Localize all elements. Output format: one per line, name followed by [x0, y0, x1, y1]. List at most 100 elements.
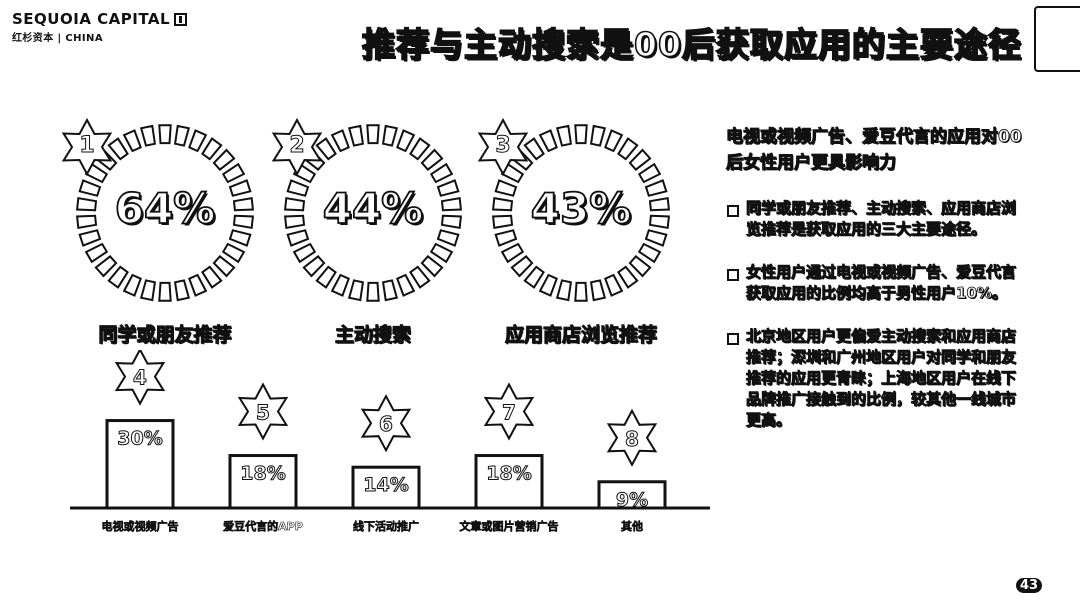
rank-star-icon: [114, 350, 166, 406]
ring-segment: [78, 179, 102, 197]
ring-segment: [75, 214, 98, 229]
ring-segment: [94, 255, 118, 278]
ring-segment: [555, 279, 573, 302]
ring-segment: [628, 255, 652, 278]
ring-segment: [538, 129, 558, 153]
bar: [474, 454, 544, 510]
ring-segment: [221, 162, 246, 184]
ring-segment: [440, 197, 463, 212]
ring-segment: [302, 255, 326, 278]
ring-segment: [538, 273, 558, 297]
ring-segment: [644, 229, 668, 247]
ring-segment: [555, 124, 573, 147]
rank-number: 6: [379, 412, 393, 436]
ring-segment: [107, 137, 129, 161]
ring-segment: [78, 229, 102, 247]
category-label: 爱豆代言的APP: [223, 519, 303, 533]
ring-segment: [366, 281, 380, 302]
ring-segment: [637, 162, 662, 184]
ring-segment: [648, 214, 671, 229]
bar: [228, 454, 298, 510]
bar-value-label: 18%: [486, 463, 531, 485]
category-label: 文章或图片营销广告: [460, 519, 559, 533]
bar: [351, 465, 421, 510]
ring-segment: [420, 148, 444, 171]
ring-segment: [589, 279, 607, 302]
ring-segment: [494, 229, 518, 247]
ring-value: 64%: [114, 183, 216, 234]
ring-segment: [617, 137, 639, 161]
side-bullet-item: 女性用户通过电视或视频广告、爱豆代言获取应用的比例均高于男性用户10%。: [724, 262, 1024, 304]
ring-segment: [212, 255, 236, 278]
ring-segment: [315, 137, 337, 161]
ring-segment: [648, 197, 671, 212]
ring-segment: [396, 273, 416, 297]
ring-label-3: 应用商店浏览推荐: [504, 324, 657, 347]
ring-segment: [84, 242, 109, 264]
ring-segment: [232, 214, 255, 229]
ring-segment: [494, 179, 518, 197]
ring-indicator-1: 64%: [70, 118, 260, 308]
ring-segment: [286, 229, 310, 247]
side-heading: 电视或视频广告、爱豆代言的应用对00后女性用户更具影响力: [726, 127, 1023, 174]
rank-star-icon: [360, 394, 412, 453]
bar: [105, 419, 175, 510]
ring-segment: [436, 229, 460, 247]
ring-segment: [232, 197, 255, 212]
ring-segment: [574, 124, 588, 145]
ring-segment: [381, 124, 399, 147]
ring-segment: [429, 242, 454, 264]
ring-segment: [409, 137, 431, 161]
rank-star-icon: [237, 382, 289, 441]
ring-segment: [173, 279, 191, 302]
ring-segment: [604, 129, 624, 153]
ring-segment: [347, 279, 365, 302]
ring-segment: [523, 137, 545, 161]
ring-segment: [228, 179, 252, 197]
ring-segment: [75, 197, 98, 212]
ring-segment: [347, 124, 365, 147]
ring-segment: [436, 179, 460, 197]
ring-segment: [283, 214, 306, 229]
ring-segment: [315, 265, 337, 289]
logo-name: SEQUOIA CAPITAL: [12, 10, 171, 28]
ring-segment: [221, 242, 246, 264]
ring-segment: [139, 279, 157, 302]
ring-segment: [637, 242, 662, 264]
rank-number: 5: [256, 401, 270, 425]
ring-segment: [139, 124, 157, 147]
ring-segment: [429, 162, 454, 184]
ring-segment: [523, 265, 545, 289]
ring-segment: [292, 242, 317, 264]
rank-star-icon: 2: [268, 117, 326, 177]
ring-segment: [107, 265, 129, 289]
title-corner-box: [1034, 6, 1080, 72]
rank-number: 3: [495, 133, 511, 159]
bar-value-label: 9%: [616, 489, 648, 511]
rank-number: 2: [289, 133, 305, 159]
ring-segment: [173, 124, 191, 147]
rank-star-icon: 3: [474, 117, 532, 177]
ring-segment: [420, 255, 444, 278]
logo-subtitle: 红杉资本 | CHINA: [12, 33, 103, 44]
sequoia-logo: SEQUOIA CAPITAL 红杉资本 | CHINA: [12, 10, 188, 44]
rank-star-icon: [483, 382, 535, 441]
side-bullet-list: 同学或朋友推荐、主动搜索、应用商店浏览推荐是获取应用的三大主要途径。 女性用户通…: [724, 198, 1024, 453]
ring-indicator-2: 44%: [278, 118, 468, 308]
ring-segment: [158, 281, 172, 302]
ring-segment: [409, 265, 431, 289]
bar-value-label: 18%: [240, 463, 285, 485]
ring-segment: [212, 148, 236, 171]
rank-star-icon: 1: [58, 117, 116, 177]
ring-segment: [330, 129, 350, 153]
ring-segment: [283, 197, 306, 212]
page-title: 推荐与主动搜索是00后获取应用的主要途径: [361, 24, 1022, 65]
ring-segment: [201, 265, 223, 289]
ring-label-1: 同学或朋友推荐: [98, 324, 232, 347]
ring-graphic: [283, 124, 463, 302]
ring-segment: [440, 214, 463, 229]
ring-segment: [500, 242, 525, 264]
ring-segment: [491, 197, 514, 212]
bar-value-label: 30%: [117, 428, 162, 450]
rank-number: 8: [625, 427, 639, 451]
